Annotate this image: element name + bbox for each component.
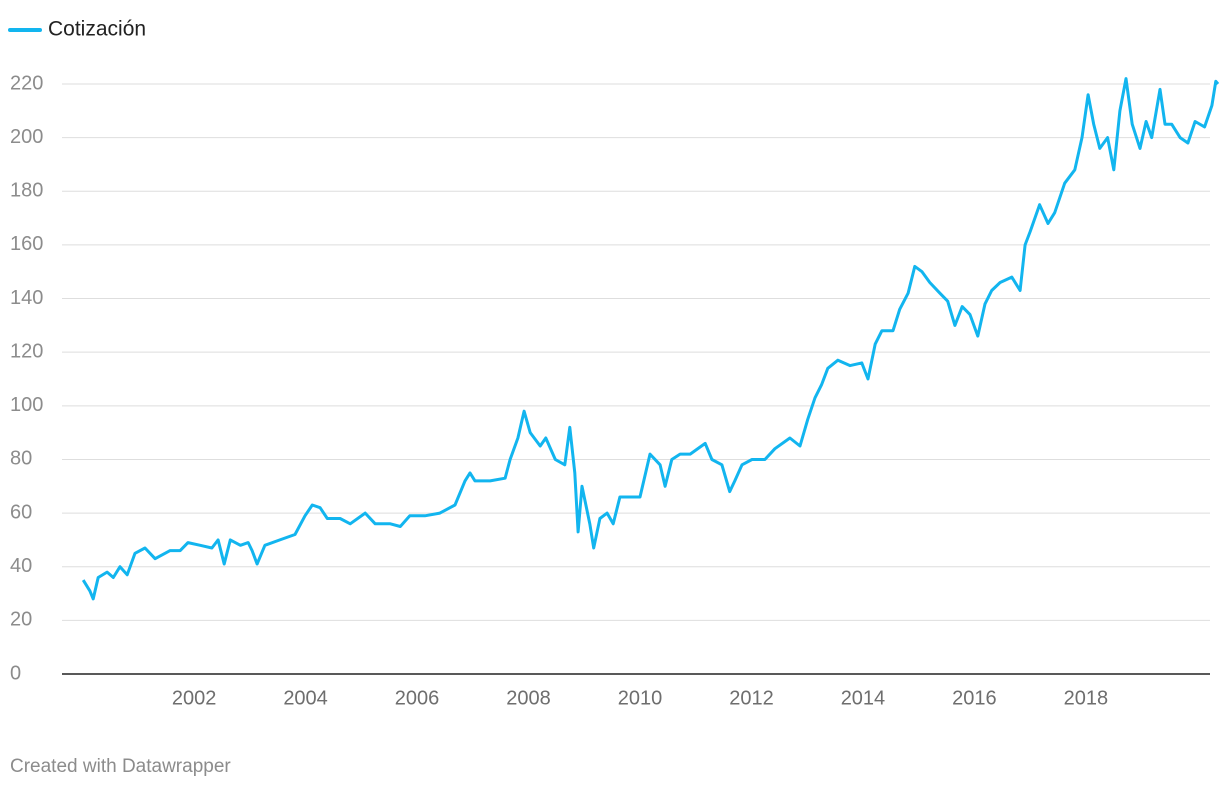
x-tick-label: 2010 bbox=[618, 687, 663, 709]
legend-label: Cotización bbox=[48, 18, 146, 41]
x-tick-label: 2018 bbox=[1064, 687, 1109, 709]
x-tick-label: 2012 bbox=[729, 687, 774, 709]
x-tick-label: 2014 bbox=[841, 687, 886, 709]
x-tick-label: 2016 bbox=[952, 687, 997, 709]
x-tick-label: 2006 bbox=[395, 687, 440, 709]
series-line bbox=[81, 77, 1220, 601]
y-tick-label: 40 bbox=[10, 555, 32, 577]
x-tick-label: 2008 bbox=[506, 687, 551, 709]
y-tick-label: 100 bbox=[10, 394, 43, 416]
y-tick-label: 120 bbox=[10, 340, 43, 362]
y-tick-label: 0 bbox=[10, 662, 21, 684]
y-tick-label: 180 bbox=[10, 180, 43, 202]
y-tick-label: 140 bbox=[10, 287, 43, 309]
footer: Created with Datawrapper bbox=[10, 756, 231, 777]
x-tick-label: 2002 bbox=[172, 687, 217, 709]
y-tick-label: 20 bbox=[10, 609, 32, 631]
y-tick-label: 80 bbox=[10, 448, 32, 470]
y-tick-label: 220 bbox=[10, 72, 43, 94]
y-tick-label: 160 bbox=[10, 233, 43, 255]
y-tick-label: 60 bbox=[10, 501, 32, 523]
y-tick-label: 200 bbox=[10, 126, 43, 148]
x-tick-label: 2004 bbox=[283, 687, 328, 709]
